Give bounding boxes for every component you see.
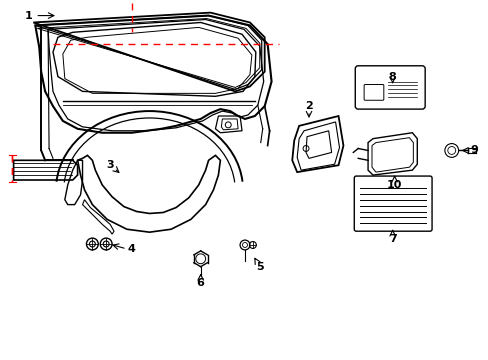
Text: 9: 9 <box>469 145 477 156</box>
Text: 5: 5 <box>255 262 263 272</box>
Text: 3: 3 <box>106 160 114 170</box>
Text: 2: 2 <box>305 101 312 111</box>
Text: 10: 10 <box>386 180 402 190</box>
Text: 1: 1 <box>24 10 32 21</box>
Text: 8: 8 <box>388 72 396 82</box>
Text: 4: 4 <box>127 244 136 254</box>
Text: 7: 7 <box>388 234 396 244</box>
Text: 6: 6 <box>196 278 204 288</box>
